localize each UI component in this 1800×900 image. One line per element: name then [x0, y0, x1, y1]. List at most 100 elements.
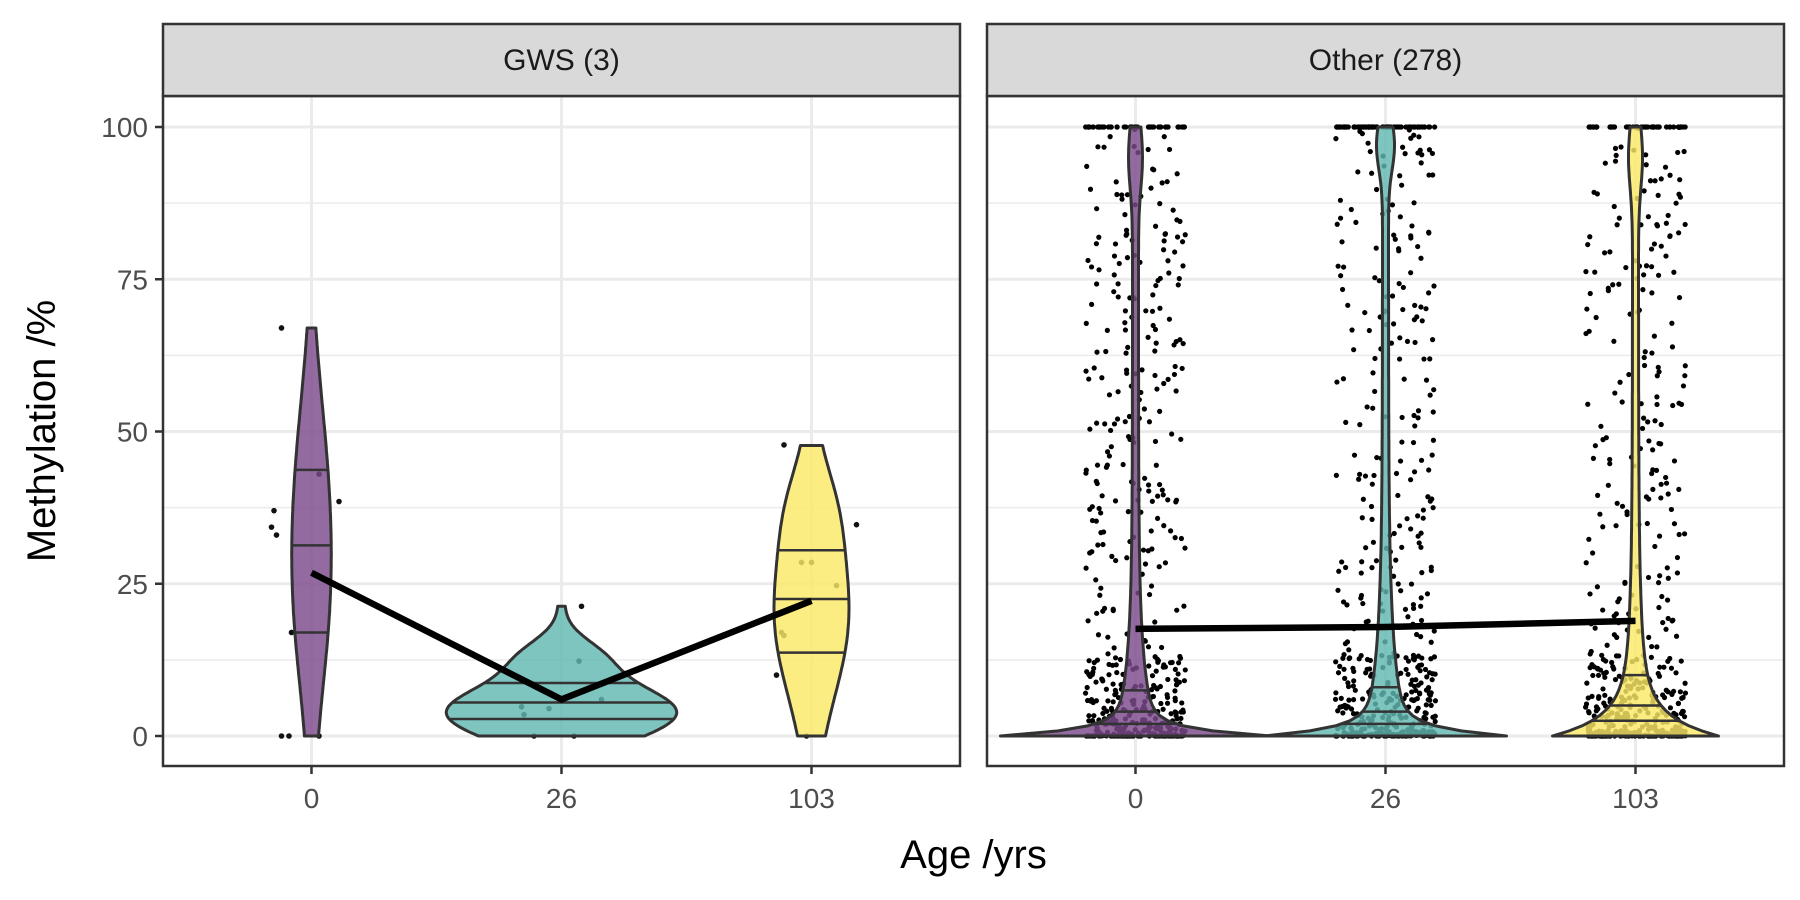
- data-point: [1416, 540, 1422, 546]
- data-point: [1174, 716, 1180, 722]
- data-point: [1142, 475, 1148, 481]
- data-point: [1333, 690, 1339, 696]
- data-point: [1112, 498, 1119, 504]
- data-point: [1160, 664, 1166, 670]
- data-point: [1403, 124, 1409, 130]
- data-point: [1420, 515, 1426, 521]
- data-point: [1597, 511, 1603, 517]
- data-point: [1120, 461, 1126, 468]
- violin-0: [290, 326, 333, 738]
- data-point: [1427, 392, 1433, 398]
- data-point: [1160, 247, 1167, 253]
- data-point: [1166, 316, 1173, 322]
- data-point: [1103, 348, 1109, 355]
- data-point: [1340, 599, 1347, 605]
- data-point: [1682, 373, 1688, 379]
- data-point: [1615, 599, 1621, 605]
- data-point: [1182, 232, 1188, 238]
- data-point: [1358, 595, 1364, 601]
- data-point: [1140, 547, 1147, 553]
- data-point: [1392, 236, 1398, 242]
- data-point: [1415, 124, 1421, 130]
- data-point: [1095, 542, 1101, 548]
- data-point: [1098, 510, 1104, 516]
- data-point: [1658, 176, 1664, 182]
- data-point: [1161, 134, 1167, 140]
- data-point: [1418, 530, 1424, 536]
- data-point: [1607, 461, 1613, 467]
- y-tick-label: 100: [101, 112, 148, 143]
- data-point: [1419, 152, 1425, 158]
- data-point: [1168, 711, 1174, 717]
- data-point: [1665, 615, 1671, 622]
- data-point: [1158, 644, 1165, 651]
- data-point: [1611, 338, 1617, 344]
- data-point: [1641, 362, 1648, 369]
- data-point: [1178, 715, 1184, 722]
- data-point: [1336, 568, 1342, 574]
- data-point: [1154, 515, 1161, 522]
- x-tick-label: 103: [1612, 783, 1659, 814]
- data-point: [1102, 421, 1108, 427]
- data-point: [1411, 657, 1417, 663]
- data-point: [1106, 392, 1113, 398]
- data-point: [1676, 486, 1682, 493]
- data-point: [1646, 438, 1652, 444]
- data-point: [1169, 431, 1175, 437]
- data-point: [1357, 422, 1363, 428]
- data-point: [1097, 592, 1103, 598]
- data-point: [1605, 285, 1611, 291]
- data-point: [1362, 309, 1368, 316]
- data-point: [1614, 500, 1620, 506]
- data-point: [1085, 618, 1091, 624]
- data-point: [1152, 438, 1159, 445]
- data-point: [1122, 308, 1129, 314]
- data-point: [1411, 200, 1417, 206]
- data-point: [1428, 702, 1434, 708]
- data-point: [1082, 690, 1089, 696]
- data-point: [1156, 481, 1163, 488]
- data-point: [1083, 565, 1089, 571]
- data-point: [1600, 686, 1606, 692]
- data-point: [1150, 292, 1156, 298]
- data-point: [1604, 642, 1610, 648]
- data-point: [1173, 710, 1179, 716]
- data-point: [1124, 254, 1131, 261]
- data-point: [1094, 610, 1100, 616]
- data-point: [1667, 705, 1674, 711]
- data-point: [1593, 708, 1599, 714]
- data-point: [1417, 668, 1423, 674]
- data-point: [1654, 394, 1660, 400]
- y-axis-title: Methylation /%: [20, 300, 64, 562]
- data-point: [1426, 467, 1432, 473]
- data-point: [1371, 472, 1377, 479]
- data-point: [1648, 264, 1655, 270]
- data-point: [1670, 402, 1676, 409]
- data-point: [1619, 399, 1625, 405]
- data-point: [1398, 588, 1404, 594]
- data-point: [1161, 523, 1167, 529]
- data-point: [1641, 188, 1647, 194]
- data-point: [1655, 272, 1662, 278]
- data-point: [1103, 686, 1109, 692]
- data-point: [1418, 680, 1424, 686]
- data-point: [1399, 182, 1405, 188]
- data-point: [1172, 698, 1178, 704]
- data-point: [271, 507, 277, 514]
- data-point: [1152, 348, 1158, 354]
- data-point: [1339, 703, 1345, 710]
- data-point: [1094, 206, 1100, 212]
- data-point: [1333, 472, 1339, 478]
- data-point: [1340, 710, 1346, 716]
- data-point: [1408, 233, 1414, 239]
- data-point: [1091, 365, 1097, 371]
- data-point: [1674, 554, 1681, 561]
- data-point: [1657, 664, 1663, 670]
- data-point: [1430, 172, 1436, 178]
- data-point: [1343, 564, 1349, 571]
- violin-103: [772, 444, 851, 738]
- data-point: [1095, 144, 1101, 150]
- data-point: [1676, 400, 1682, 406]
- data-point: [1157, 201, 1163, 207]
